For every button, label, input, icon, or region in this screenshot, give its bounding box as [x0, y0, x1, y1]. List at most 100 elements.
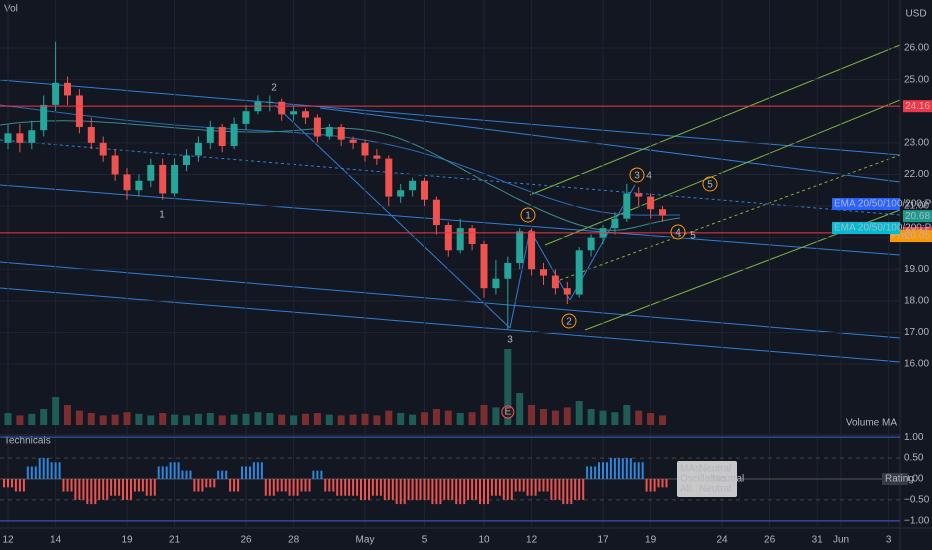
- volume-bar: [147, 415, 155, 425]
- candle-body: [492, 278, 500, 289]
- circle-label: 5: [707, 180, 713, 191]
- candle-body: [206, 127, 214, 143]
- circle-label: 1: [525, 211, 531, 222]
- volume-bar: [337, 415, 345, 425]
- candle-body: [135, 180, 143, 191]
- volume-bar: [528, 405, 536, 425]
- candle-body: [647, 196, 655, 210]
- candle-body: [242, 111, 250, 124]
- x-tick-label: 26: [240, 535, 252, 546]
- x-tick-label: 31: [812, 535, 824, 546]
- candle-body: [563, 288, 571, 295]
- wave-circle: [520, 207, 536, 223]
- rating-legend: Rating: [885, 474, 914, 485]
- volume-bar: [278, 414, 286, 425]
- x-tick-label: May: [356, 535, 375, 546]
- candle-body: [147, 164, 155, 181]
- candle-body: [504, 262, 512, 279]
- y-tick-label: 16.00: [904, 359, 929, 370]
- candle-body: [575, 250, 583, 295]
- candle-body: [540, 269, 547, 276]
- volume-bar: [171, 414, 179, 425]
- candle-body: [373, 155, 381, 159]
- technicals-title: Technicals: [4, 436, 51, 447]
- rating-legend-bg: [882, 473, 908, 485]
- volume-bar: [218, 415, 226, 425]
- x-tick-label: 19: [121, 535, 133, 546]
- wave-label: 4: [646, 171, 652, 182]
- wave-label: 3: [507, 335, 513, 346]
- indicator-label-bg: [832, 222, 900, 234]
- volume-bar: [349, 414, 357, 425]
- x-tick-label: 19: [645, 535, 657, 546]
- wave-circle: [670, 224, 686, 240]
- x-tick-label: 17: [597, 535, 609, 546]
- candle-body: [16, 133, 24, 143]
- volume-bar: [242, 413, 250, 425]
- volume-bar: [206, 413, 214, 425]
- candle-body: [290, 111, 298, 115]
- candle-body: [99, 142, 107, 156]
- candle-body: [397, 190, 405, 197]
- volume-bar: [409, 414, 417, 425]
- candle-body: [302, 111, 309, 118]
- price-label: 20.05: [905, 231, 930, 242]
- indicator-label: EMA 20/50/100/200;Pivot: [834, 223, 932, 234]
- candle-body: [266, 101, 274, 103]
- volume-bar: [254, 412, 262, 425]
- summary-key: MAs:: [680, 464, 703, 475]
- candle-body: [75, 95, 83, 128]
- summary-value: Neutral: [699, 464, 731, 475]
- candle-body: [337, 127, 345, 140]
- candle-body: [325, 127, 333, 137]
- volume-bar: [480, 405, 488, 425]
- candle-body: [52, 82, 60, 105]
- candle-body: [218, 127, 226, 147]
- x-tick-label: 5: [422, 535, 428, 546]
- y-tick-label: 25.00: [904, 74, 929, 85]
- candle-body: [635, 193, 643, 197]
- circle-label: 2: [566, 317, 572, 328]
- x-tick-label: 14: [50, 535, 62, 546]
- candle-body: [87, 127, 95, 143]
- volume-bar: [551, 410, 559, 425]
- tag-label: Pre: [891, 231, 907, 242]
- x-tick-label: 28: [288, 535, 300, 546]
- candle-body: [278, 101, 286, 115]
- volume-bar: [540, 409, 547, 425]
- candle-body: [516, 231, 524, 263]
- volume-bar: [123, 412, 131, 425]
- volume-bar: [456, 413, 464, 425]
- candle-body: [28, 130, 36, 143]
- candle-body: [361, 142, 369, 156]
- pane-label: Vol: [4, 4, 18, 15]
- price-label: 20.68: [905, 211, 930, 222]
- candle-body: [659, 209, 666, 216]
- candle-body: [171, 164, 179, 194]
- candle-body: [4, 133, 12, 143]
- circle-label: 3: [634, 171, 640, 182]
- candle-body: [456, 228, 464, 251]
- volume-bar: [635, 410, 643, 425]
- volume-bar: [492, 407, 500, 425]
- volume-bar: [16, 415, 24, 425]
- volume-bar: [647, 413, 655, 425]
- candle-body: [409, 180, 417, 191]
- volume-bar: [230, 414, 238, 425]
- candle-body: [480, 243, 488, 289]
- x-tick-label: 26: [764, 535, 776, 546]
- volume-bar: [468, 412, 476, 425]
- volume-bar: [313, 413, 321, 425]
- volume-bar: [4, 413, 12, 425]
- volume-bar: [575, 401, 583, 425]
- y-tick-label: 19.00: [904, 264, 929, 275]
- candle-body: [111, 155, 119, 175]
- wave-label: 2: [271, 83, 277, 94]
- y-tick-label: 26.00: [904, 43, 929, 54]
- x-tick-label: 24: [716, 535, 728, 546]
- summary-value: Neutral: [712, 474, 744, 485]
- volume-bar: [623, 405, 631, 425]
- candle-body: [468, 228, 476, 244]
- y-tick-label: 21.00: [904, 201, 929, 212]
- x-tick-label: Jun: [833, 535, 849, 546]
